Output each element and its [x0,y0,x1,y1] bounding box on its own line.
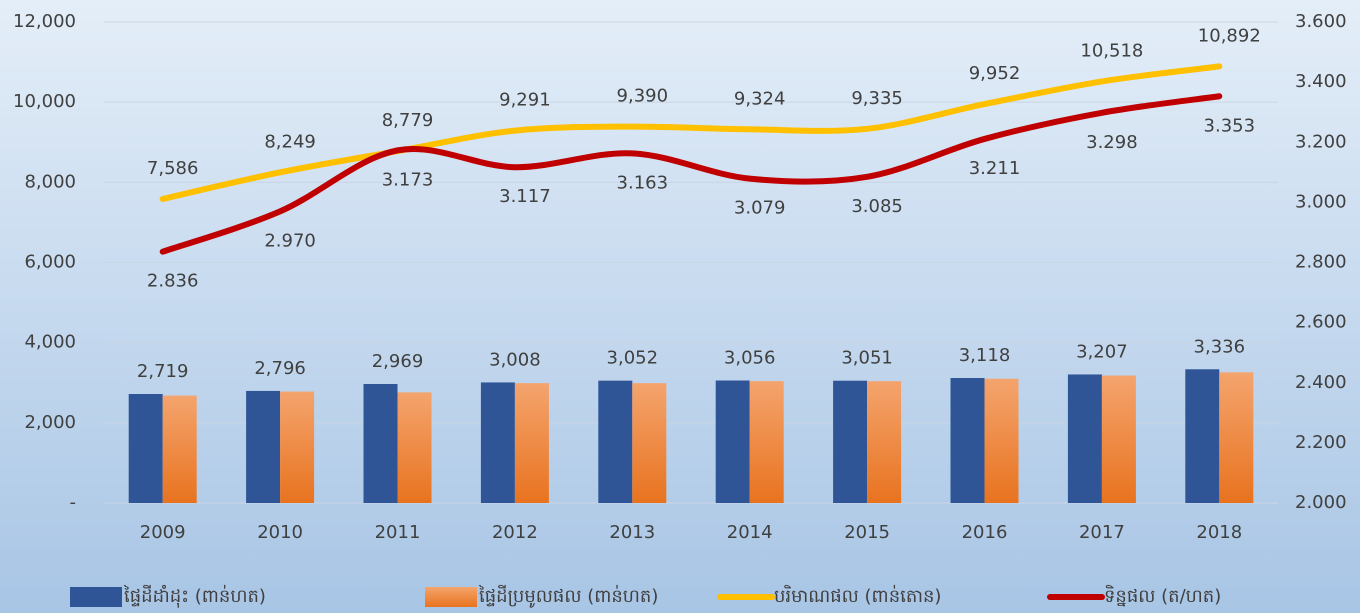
y-tick-label: 8,000 [24,171,76,192]
legend-label: ផ្ទៃដីប្រមូលផល (ពាន់ហត) [478,584,658,608]
line-label: 9,952 [969,63,1021,84]
x-tick-label: 2012 [492,522,538,543]
line-label: 9,324 [734,88,786,109]
line-label: 3.353 [1204,115,1256,136]
bar-label: 2,796 [254,358,306,379]
y-tick-label: 4,000 [24,332,76,353]
y2-tick-label: 2.800 [1295,252,1347,273]
line-label: 9,291 [499,90,551,111]
line-label: 2.836 [147,271,199,292]
line-label: 10,518 [1080,40,1143,61]
line-label: 3.117 [499,186,551,207]
bar [128,394,163,503]
line-label: 3.079 [734,198,786,219]
line-label: 3.211 [969,158,1021,179]
y-tick-label: 2,000 [24,412,76,433]
y2-tick-label: 3.600 [1295,11,1347,32]
y-tick-label: 12,000 [13,11,76,32]
y2-tick-label: 2.400 [1295,372,1347,393]
bar [480,382,515,503]
x-tick-label: 2014 [727,522,773,543]
line-label: 9,335 [851,88,903,109]
bar [598,380,633,503]
line-label: 3.298 [1086,132,1138,153]
line-label: 10,892 [1198,25,1261,46]
legend-label: ផ្ទៃដីដាំដុះ (ពាន់ហត) [123,584,266,608]
x-tick-label: 2009 [140,522,186,543]
x-tick-label: 2016 [962,522,1008,543]
x-tick-label: 2017 [1079,522,1125,543]
bar [1219,372,1254,503]
bar [1067,374,1102,503]
bar [1185,369,1220,503]
line [159,63,1223,202]
line-label: 2.970 [264,230,316,251]
bar [514,383,549,503]
bar [1101,375,1136,503]
bar-label: 3,118 [959,345,1011,366]
bar [867,381,902,503]
bar-label: 2,719 [137,361,189,382]
y-tick-label: - [70,492,77,513]
bar [363,383,398,503]
bar [950,378,985,503]
legend-label: បរិមាណផល (ពាន់តោន) [774,584,941,607]
line-label: 9,390 [617,86,669,107]
line-label: 7,586 [147,158,199,179]
x-tick-label: 2011 [375,522,421,543]
bar-label: 2,969 [372,351,424,372]
bar [715,380,750,503]
bar-label: 3,051 [841,348,893,369]
bar-label: 3,052 [607,348,659,369]
y2-tick-label: 2.600 [1295,312,1347,333]
legend-label: ទិន្នផល (ត/ហត) [1104,584,1221,607]
bar [397,392,432,503]
bar [162,395,197,503]
legend-swatch [70,587,122,607]
y2-tick-label: 3.000 [1295,191,1347,212]
bar [984,378,1019,503]
bar-label: 3,207 [1076,341,1128,362]
x-tick-label: 2018 [1196,522,1242,543]
line-label: 3.085 [851,196,903,217]
bar-label: 3,056 [724,348,776,369]
x-tick-label: 2013 [609,522,655,543]
y2-tick-label: 2.000 [1295,492,1347,513]
line-label: 8,249 [264,131,316,152]
y-tick-label: 6,000 [24,252,76,273]
bar [749,381,784,503]
line-label: 3.163 [617,172,669,193]
x-tick-label: 2015 [844,522,890,543]
y2-tick-label: 3.200 [1295,131,1347,152]
y-tick-label: 10,000 [13,91,76,112]
bar-label: 3,008 [489,349,541,370]
bar [280,391,315,503]
bar [833,380,868,503]
line-label: 8,779 [382,110,434,131]
bar-label: 3,336 [1194,336,1246,357]
x-tick-label: 2010 [257,522,303,543]
legend-swatch [425,587,477,607]
line-label: 3.173 [382,169,434,190]
y2-tick-label: 2.200 [1295,432,1347,453]
y2-tick-label: 3.400 [1295,71,1347,92]
line [159,93,1223,255]
bar [632,383,667,503]
bar [246,390,281,503]
